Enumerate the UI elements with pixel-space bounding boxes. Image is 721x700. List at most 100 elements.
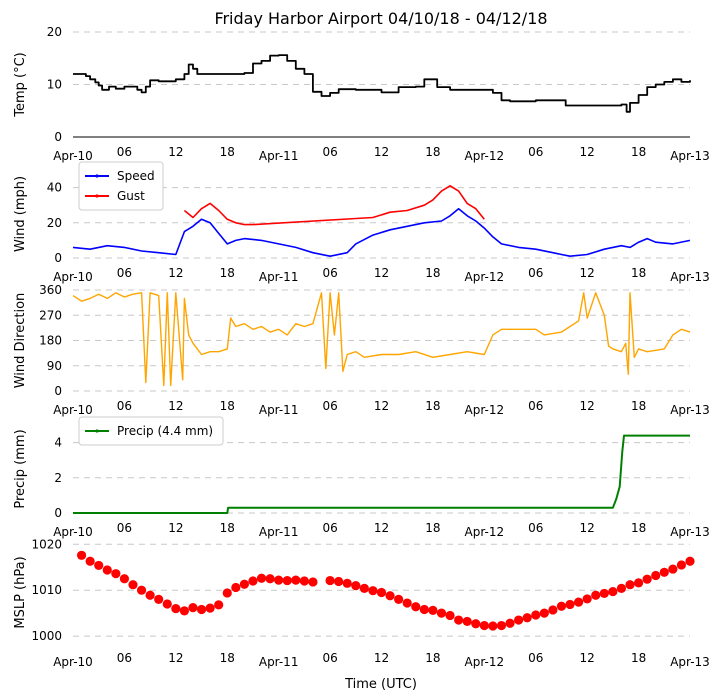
mslp-point [428, 605, 438, 616]
mslp-point [582, 594, 592, 604]
wind-legend-marker [95, 174, 99, 178]
mslp-point [205, 603, 215, 613]
mslp-point [154, 594, 164, 604]
precip-x-tick-label: 18 [631, 521, 646, 535]
precip-legend-marker [95, 429, 99, 433]
panel-wind: 0 20 40 Wind (mph) Apr-10 06 12 18 Apr-11 06 12 18 A… [13, 161, 710, 284]
mslp-point [359, 583, 369, 593]
mslp-point [342, 578, 352, 588]
temp-x-tick-label: Apr-10 [53, 149, 93, 163]
panel-dir: 0 90 180 270 360 Wind Direction Apr-10 06 12 18 Ap… [13, 283, 710, 417]
wind-x-tick-label: Apr-10 [53, 270, 93, 284]
wind-x-tick-label: 18 [425, 266, 440, 280]
mslp-point [633, 578, 644, 588]
precip-y-tick-label: 2 [54, 471, 62, 485]
precip-y-tick-label: 4 [54, 436, 62, 450]
wind-series-speed [72, 207, 691, 257]
temp-y-axis-label: Temp (°C) [13, 52, 28, 118]
mslp-point [685, 556, 695, 566]
dir-series-direction [72, 292, 691, 387]
panel-precip: 0 2 4 Precip (mm) Apr-10 06 12 18 Apr-11 06 12 18 Ap… [13, 416, 710, 539]
mslp-point [196, 604, 207, 615]
mslp-point [608, 586, 618, 597]
mslp-point [188, 603, 198, 613]
mslp-point [402, 598, 412, 608]
mslp-point [308, 577, 318, 587]
temp-x-tick-label: 12 [374, 145, 389, 159]
mslp-x-tick-label: 06 [528, 651, 543, 665]
mslp-x-tick-label: 18 [220, 651, 235, 665]
wind-legend-marker [95, 194, 99, 198]
mslp-point [479, 620, 489, 631]
dir-x-tick-label: Apr-10 [53, 403, 93, 417]
mslp-x-tick-label: Apr-12 [465, 655, 505, 669]
precip-x-tick-label: 18 [425, 521, 440, 535]
wind-x-tick-label: Apr-13 [670, 270, 710, 284]
dir-y-tick-label: 270 [39, 308, 62, 322]
mslp-point [162, 599, 172, 609]
mslp-point [214, 600, 224, 610]
dir-x-tick-label: Apr-11 [259, 403, 299, 417]
dir-x-tick-label: 12 [374, 399, 389, 413]
temp-x-tick-label: 12 [580, 145, 595, 159]
mslp-x-tick-label: 12 [168, 651, 183, 665]
mslp-point [94, 560, 104, 571]
mslp-point [556, 601, 567, 611]
mslp-point [376, 587, 387, 598]
dir-x-tick-label: 18 [425, 399, 440, 413]
mslp-point [522, 613, 532, 623]
mslp-x-tick-label: 06 [117, 651, 132, 665]
mslp-point [488, 621, 498, 631]
mslp-point [282, 575, 292, 586]
mslp-point [334, 576, 344, 587]
precip-y-axis-label: Precip (mm) [13, 429, 28, 508]
wind-x-tick-label: 12 [580, 266, 595, 280]
mslp-point [256, 573, 267, 583]
mslp-point [102, 565, 112, 575]
precip-x-tick-label: 12 [168, 521, 183, 535]
mslp-point [76, 550, 87, 560]
mslp-point [291, 575, 301, 585]
dir-x-tick-label: 06 [528, 399, 543, 413]
precip-series-precip-4-4-mm [73, 434, 690, 514]
mslp-x-tick-label: 06 [322, 651, 337, 665]
dir-y-tick-label: 180 [39, 334, 62, 348]
mslp-point [642, 574, 652, 584]
mslp-point [539, 608, 549, 618]
dir-x-tick-label: Apr-12 [465, 403, 505, 417]
wind-x-tick-label: Apr-12 [465, 270, 505, 284]
mslp-point [171, 603, 181, 614]
x-axis-label: Time (UTC) [344, 677, 417, 692]
temp-x-tick-label: 06 [117, 145, 132, 159]
wind-y-tick-label: 40 [47, 181, 62, 195]
precip-x-tick-label: 06 [528, 521, 543, 535]
wind-series-gust [183, 185, 485, 226]
mslp-point [445, 610, 455, 621]
mslp-point [145, 590, 155, 600]
dir-x-tick-label: 06 [117, 399, 132, 413]
wind-x-tick-label: 06 [117, 266, 132, 280]
temp-x-tick-label: 12 [168, 145, 183, 159]
wind-x-tick-label: 12 [374, 266, 389, 280]
mslp-point [531, 610, 541, 620]
precip-x-tick-label: 12 [374, 521, 389, 535]
chart-title: Friday Harbor Airport 04/10/18 - 04/12/1… [214, 9, 547, 28]
wind-x-tick-label: 18 [220, 266, 235, 280]
mslp-x-tick-label: 18 [425, 651, 440, 665]
dir-x-tick-label: 12 [168, 399, 183, 413]
temp-y-tick-label: 0 [54, 130, 62, 144]
wind-x-tick-label: 06 [322, 266, 337, 280]
mslp-point [274, 575, 284, 585]
precip-legend [78, 416, 224, 446]
mslp-y-tick-label: 1000 [31, 629, 62, 643]
mslp-point [659, 567, 669, 577]
mslp-point [436, 608, 447, 618]
mslp-point [394, 594, 404, 604]
mslp-point [385, 591, 395, 601]
precip-x-tick-label: 06 [322, 521, 337, 535]
mslp-y-tick-label: 1010 [31, 583, 62, 597]
mslp-point [471, 619, 481, 629]
precip-x-tick-label: 12 [580, 521, 595, 535]
dir-y-tick-label: 90 [47, 359, 62, 373]
